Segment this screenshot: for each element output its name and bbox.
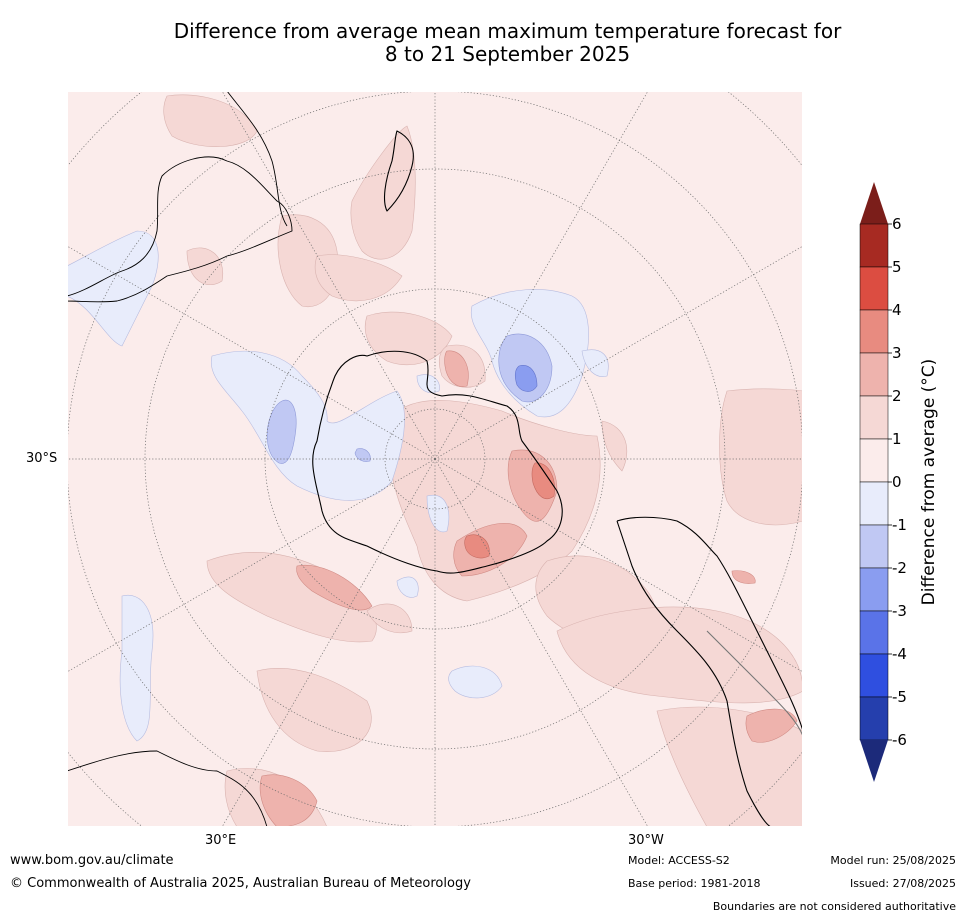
colorbar-extend-high	[860, 182, 888, 224]
colorbar-segment	[859, 567, 889, 612]
colorbar-tick-label: -3	[892, 602, 907, 620]
warm-anomaly-very-strong	[464, 462, 555, 559]
south-america-coastline	[616, 516, 803, 827]
colorbar-segment	[859, 223, 889, 268]
colorbar-segment	[859, 266, 889, 311]
colorbar-tick-label: 4	[892, 301, 902, 319]
graticule	[67, 91, 803, 827]
colorbar-segment	[859, 481, 889, 526]
warm-anomaly-areas	[163, 94, 803, 827]
south-america-lower-coastline	[706, 630, 803, 737]
africa-coastline	[67, 156, 293, 303]
colorbar-segment	[859, 352, 889, 397]
footer-url[interactable]: www.bom.gov.au/climate	[10, 853, 174, 868]
colorbar-tick-label: -4	[892, 645, 907, 663]
coastlines	[67, 91, 803, 827]
footer-copyright: © Commonwealth of Australia 2025, Austra…	[10, 876, 471, 891]
australia-coastline	[226, 91, 288, 227]
colorbar-tick-label: 1	[892, 430, 902, 448]
colorbar-tick-label: -1	[892, 516, 907, 534]
footer-base-period: Base period: 1981-2018	[628, 877, 761, 890]
colorbar-tick-label: -5	[892, 688, 907, 706]
longitude-label-30e: 30°E	[205, 833, 237, 848]
new-zealand-coastline	[383, 130, 414, 212]
chart-title: Difference from average mean maximum tem…	[60, 20, 955, 66]
cool-anomaly-very-strong	[514, 365, 538, 392]
antarctica-coastline	[312, 350, 563, 574]
colorbar-segment	[859, 438, 889, 483]
colorbar-tick-label: -2	[892, 559, 907, 577]
colorbar-tick-label: 6	[892, 215, 902, 233]
colorbar-tick-label: 0	[892, 473, 902, 491]
footer-disclaimer: Boundaries are not considered authoritat…	[712, 900, 956, 913]
footer-model: Model: ACCESS-S2	[628, 854, 730, 867]
colorbar-tick-label: 2	[892, 387, 902, 405]
colorbar-extend-low	[860, 740, 888, 782]
colorbar-segment	[859, 524, 889, 569]
colorbar-segment	[859, 653, 889, 698]
title-line-1: Difference from average mean maximum tem…	[173, 19, 842, 43]
colorbar-segment	[859, 610, 889, 655]
latitude-label-30s: 30°S	[26, 451, 58, 466]
colorbar-title: Difference from average (°C)	[919, 358, 939, 606]
title-line-2: 8 to 21 September 2025	[384, 42, 631, 66]
colorbar-tick-label: 5	[892, 258, 902, 276]
longitude-label-30w: 30°W	[628, 833, 664, 848]
footer-model-run: Model run: 25/08/2025	[830, 854, 956, 867]
footer-issued: Issued: 27/08/2025	[849, 877, 956, 890]
colorbar-tick-label: 3	[892, 344, 902, 362]
colorbar-segment	[859, 395, 889, 440]
colorbar-tick-label: -6	[892, 731, 907, 749]
colorbar-segment	[859, 309, 889, 354]
colorbar-segment	[859, 696, 889, 741]
indian-ocean-coastline	[67, 750, 268, 827]
polar-map[interactable]	[67, 91, 803, 827]
colorbar: 6 5 4 3 2 1 0 -1 -2 -3 -4 -5 -6	[859, 182, 907, 782]
